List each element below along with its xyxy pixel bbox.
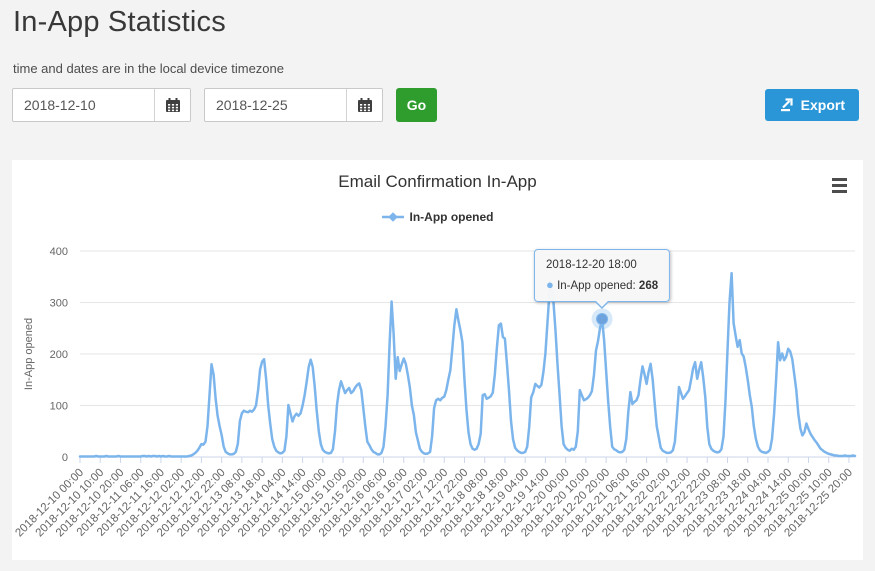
date-range-controls: Go bbox=[12, 88, 437, 122]
calendar-icon bbox=[357, 98, 372, 112]
date-to-input[interactable] bbox=[205, 89, 346, 121]
export-button[interactable]: Export bbox=[764, 89, 859, 121]
chart-card: 0 100 200 300 400 2018-12-10 00:00 2018-12-10 … bbox=[12, 160, 863, 560]
tooltip-series-label: In-App opened: bbox=[557, 279, 636, 292]
calendar-icon bbox=[165, 98, 180, 112]
export-icon bbox=[780, 98, 793, 112]
legend-item[interactable]: In-App opened bbox=[12, 210, 863, 224]
tooltip-value: 268 bbox=[638, 279, 659, 292]
y-axis-title: In-App opened bbox=[23, 318, 35, 390]
date-from-group bbox=[12, 88, 191, 122]
y-axis-label: 200 bbox=[50, 349, 68, 361]
date-from-input[interactable] bbox=[13, 89, 154, 121]
date-to-calendar-button[interactable] bbox=[346, 89, 382, 121]
y-axis-label: 0 bbox=[62, 452, 68, 464]
page-subtitle: time and dates are in the local device t… bbox=[13, 61, 284, 76]
y-axis-label: 100 bbox=[50, 401, 68, 413]
chart-title: Email Confirmation In-App bbox=[338, 172, 537, 191]
series-line[interactable] bbox=[78, 271, 857, 458]
y-axis-label: 300 bbox=[50, 298, 68, 310]
tooltip-series-row: ● In-App opened: 268 bbox=[546, 275, 658, 295]
chart-tooltip: 2018-12-20 18:00 ● In-App opened: 268 bbox=[534, 249, 671, 302]
series-bullet-icon: ● bbox=[546, 276, 554, 292]
legend-label: In-App opened bbox=[409, 210, 494, 224]
chart-context-menu-button[interactable] bbox=[827, 174, 851, 196]
go-button[interactable]: Go bbox=[396, 88, 437, 122]
legend-marker-icon bbox=[381, 212, 404, 222]
y-axis-label: 400 bbox=[50, 246, 68, 258]
highlighted-point[interactable] bbox=[596, 312, 609, 325]
hamburger-icon bbox=[831, 177, 847, 181]
date-to-group bbox=[204, 88, 383, 122]
tooltip-header: 2018-12-20 18:00 bbox=[546, 259, 637, 272]
date-from-calendar-button[interactable] bbox=[154, 89, 190, 121]
page-title: In-App Statistics bbox=[13, 6, 226, 38]
export-button-label: Export bbox=[800, 97, 845, 113]
